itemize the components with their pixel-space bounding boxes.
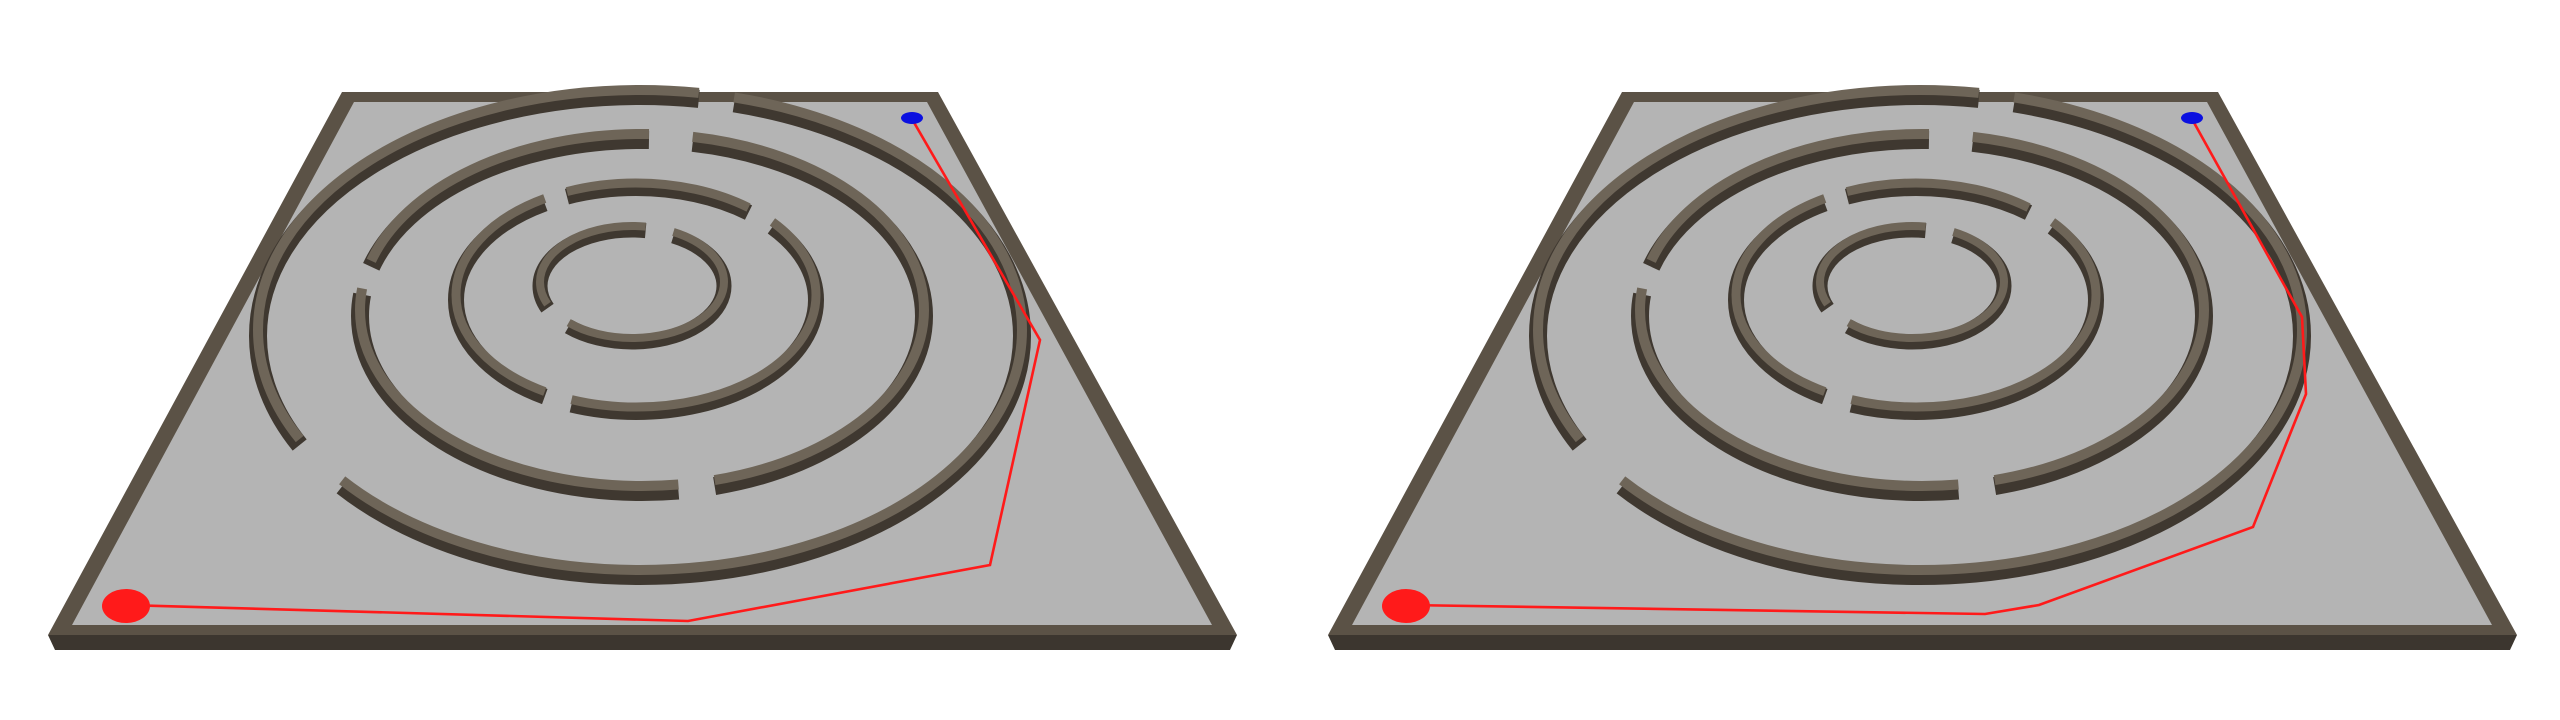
- left-maze-panel: [48, 85, 1237, 650]
- start-marker: [102, 589, 150, 623]
- solution-path: [1405, 118, 2308, 616]
- goal-marker: [901, 112, 923, 124]
- solution-path: [125, 118, 1042, 623]
- board-frame-edge: [48, 635, 1237, 650]
- goal-marker: [2181, 112, 2203, 124]
- right-maze-panel: [1328, 85, 2517, 650]
- start-marker: [1382, 589, 1430, 623]
- maze-walls: [249, 85, 1031, 585]
- board-frame-edge: [1328, 635, 2517, 650]
